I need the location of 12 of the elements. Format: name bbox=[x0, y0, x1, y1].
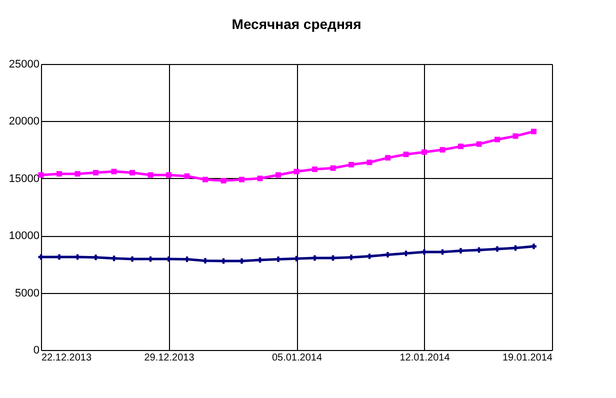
y-tick-label: 0 bbox=[33, 344, 40, 356]
y-tick-label: 25000 bbox=[8, 58, 40, 70]
y-tick-label: 15000 bbox=[8, 172, 40, 185]
x-tick-label: 05.01.2014 bbox=[272, 352, 322, 364]
x-tick-label: 29.12.2013 bbox=[144, 352, 195, 364]
x-tick-label: 19.01.2014 bbox=[502, 352, 553, 364]
x-tick-label: 22.12.2013 bbox=[42, 352, 92, 364]
y-tick-label: 20000 bbox=[8, 116, 40, 128]
y-tick-label: 5000 bbox=[15, 287, 40, 300]
y-tick-label: 10000 bbox=[8, 230, 40, 242]
chart-title: Месячная средняя bbox=[232, 16, 362, 32]
x-tick-label: 12.01.2014 bbox=[400, 352, 450, 364]
